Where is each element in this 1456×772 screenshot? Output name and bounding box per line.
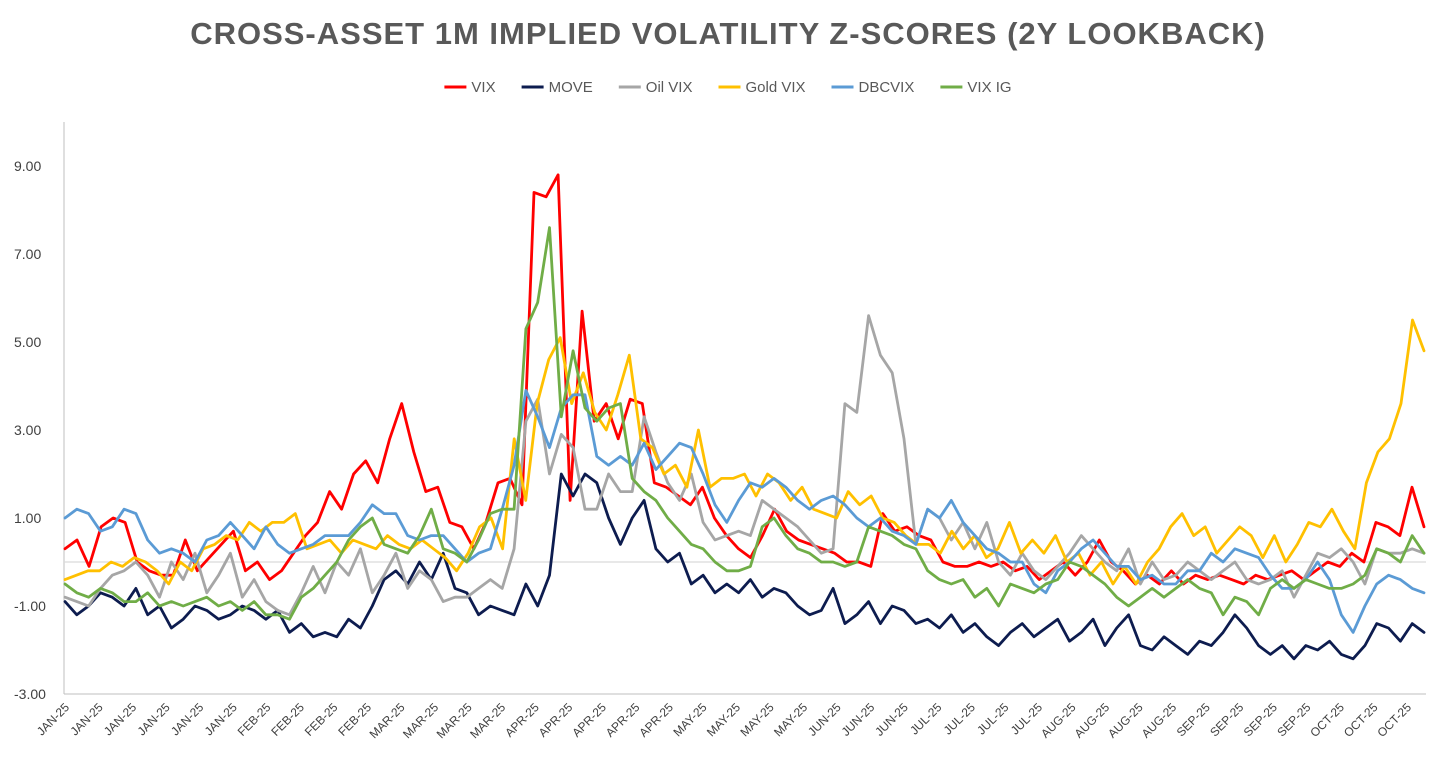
legend-item-vix: VIX xyxy=(444,79,496,96)
x-tick-label: APR-25 xyxy=(502,700,542,740)
x-tick-label: FEB-25 xyxy=(235,700,274,739)
series-line-oil-vix xyxy=(63,314,1426,617)
y-tick-label: 9.00 xyxy=(14,158,41,174)
legend-label: VIX IG xyxy=(967,79,1011,96)
x-tick-label: SEP-25 xyxy=(1274,700,1313,739)
legend-label: Gold VIX xyxy=(746,79,806,96)
x-tick-label: JUN-25 xyxy=(839,700,878,739)
legend-item-vix-ig: VIX IG xyxy=(940,79,1012,96)
x-tick-label: AUG-25 xyxy=(1072,700,1113,741)
x-tick-label: JUN-25 xyxy=(805,700,844,739)
legend-label: Oil VIX xyxy=(646,79,693,96)
x-tick-label: OCT-25 xyxy=(1307,700,1347,740)
x-tick-label: JAN-25 xyxy=(67,700,105,738)
x-tick-label: APR-25 xyxy=(603,700,643,740)
legend-item-move: MOVE xyxy=(521,79,593,96)
legend-item-dbcvix: DBCVIX xyxy=(831,79,915,96)
legend-item-gold-vix: Gold VIX xyxy=(718,79,806,96)
chart-title: CROSS-ASSET 1M IMPLIED VOLATILITY Z-SCOR… xyxy=(190,16,1266,51)
x-tick-label: FEB-25 xyxy=(268,700,307,739)
legend: VIX MOVE Oil VIX Gold VIX DBCVIX VIX IG xyxy=(444,79,1012,96)
x-tick-label: OCT-25 xyxy=(1341,700,1381,740)
series-line-vix xyxy=(63,173,1426,586)
x-tick-label: APR-25 xyxy=(536,700,576,740)
x-tick-label: FEB-25 xyxy=(302,700,341,739)
y-axis-ticks: 9.00 7.00 5.00 3.00 1.00 -1.00 -3.00 xyxy=(14,158,46,702)
x-tick-label: JAN-25 xyxy=(34,700,72,738)
y-tick-label: 1.00 xyxy=(14,510,41,526)
series-line-move xyxy=(63,472,1426,661)
x-tick-label: MAR-25 xyxy=(367,700,408,741)
y-tick-label: 5.00 xyxy=(14,334,41,350)
legend-label: VIX xyxy=(471,79,495,96)
x-tick-label: OCT-25 xyxy=(1375,700,1415,740)
x-tick-label: AUG-25 xyxy=(1105,700,1146,741)
legend-label: MOVE xyxy=(549,79,593,96)
x-axis-ticks: JAN-25JAN-25JAN-25JAN-25JAN-25JAN-25FEB-… xyxy=(34,700,1414,741)
x-tick-label: MAY-25 xyxy=(704,700,743,739)
legend-item-oil-vix: Oil VIX xyxy=(618,79,693,96)
x-tick-label: SEP-25 xyxy=(1174,700,1213,739)
series-line-vix-ig xyxy=(63,226,1426,621)
x-tick-label: JAN-25 xyxy=(101,700,139,738)
y-tick-label: -3.00 xyxy=(14,686,46,702)
x-tick-label: MAY-25 xyxy=(738,700,777,739)
x-tick-label: JAN-25 xyxy=(135,700,173,738)
x-tick-label: SEP-25 xyxy=(1207,700,1246,739)
series-line-dbcvix xyxy=(63,388,1426,634)
series-lines xyxy=(63,173,1426,661)
x-tick-label: APR-25 xyxy=(569,700,609,740)
x-tick-label: MAR-25 xyxy=(400,700,441,741)
x-tick-label: MAY-25 xyxy=(771,700,810,739)
x-tick-label: JUN-25 xyxy=(872,700,911,739)
legend-label: DBCVIX xyxy=(859,79,915,96)
x-tick-label: AUG-25 xyxy=(1139,700,1180,741)
series-line-gold-vix xyxy=(63,318,1426,586)
x-tick-label: AUG-25 xyxy=(1038,700,1079,741)
x-tick-label: MAR-25 xyxy=(434,700,475,741)
x-tick-label: JUL-25 xyxy=(941,700,978,737)
y-tick-label: -1.00 xyxy=(14,598,46,614)
x-tick-label: JAN-25 xyxy=(168,700,206,738)
y-tick-label: 3.00 xyxy=(14,422,41,438)
y-tick-label: 7.00 xyxy=(14,246,41,262)
x-tick-label: SEP-25 xyxy=(1241,700,1280,739)
x-tick-label: MAR-25 xyxy=(467,700,508,741)
x-tick-label: JAN-25 xyxy=(202,700,240,738)
x-tick-label: JUL-25 xyxy=(907,700,944,737)
x-tick-label: APR-25 xyxy=(636,700,676,740)
x-tick-label: MAY-25 xyxy=(670,700,709,739)
x-tick-label: JUL-25 xyxy=(974,700,1011,737)
